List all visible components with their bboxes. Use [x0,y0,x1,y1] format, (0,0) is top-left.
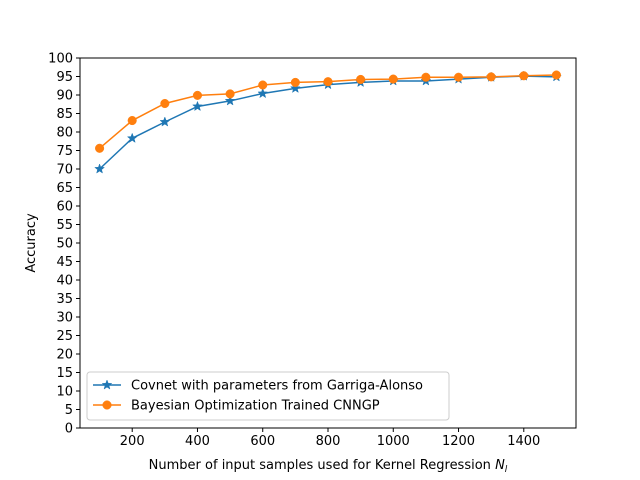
legend-marker [102,400,112,410]
y-axis-label: Accuracy [24,213,39,273]
y-tick-label: 70 [56,163,73,178]
data-point [225,89,235,99]
y-tick-label: 10 [56,385,73,400]
legend-entry: Bayesian Optimization Trained CNNGP [93,399,380,414]
data-point [486,72,496,82]
y-tick-label: 40 [56,274,73,289]
data-point [127,115,137,126]
y-tick-label: 45 [56,255,73,270]
data-point [388,74,398,84]
data-point [421,72,431,82]
y-tick-label: 80 [56,126,73,141]
legend-label: Bayesian Optimization Trained CNNGP [131,399,380,414]
x-axis-ticks: 200 400 600 800 1000 1200 1400 [120,428,540,449]
data-point [192,100,203,112]
x-tick-label: 800 [316,434,341,449]
y-tick-label: 35 [56,292,73,307]
x-axis-label: Number of input samples used for Kernel … [149,458,508,475]
legend-label: Covnet with parameters from Garriga-Alon… [131,379,423,394]
x-tick-label: 200 [120,434,145,449]
data-point [323,77,333,87]
data-point [356,74,366,85]
data-point [453,72,464,82]
data-point [192,90,203,100]
y-tick-label: 0 [65,422,73,437]
series-1 [95,70,561,153]
data-point [289,82,301,93]
data-point [290,77,300,87]
data-point [519,71,529,81]
x-tick-label: 1000 [377,434,410,449]
y-axis-ticks: 0 5 10 15 20 25 30 35 40 45 50 55 60 65 70 75 80 85 90 95 10… [48,52,80,437]
y-tick-label: 20 [56,348,73,363]
data-point [160,98,170,109]
legend: Covnet with parameters from Garriga-Alon… [86,371,450,421]
x-tick-label: 400 [185,434,210,449]
y-tick-label: 95 [56,70,73,85]
x-tick-label: 1400 [507,434,540,449]
legend-entries: Covnet with parameters from Garriga-Alon… [93,379,423,414]
data-point [258,80,268,90]
series-layer [94,70,562,174]
legend-frame [86,371,450,421]
legend-entry: Covnet with parameters from Garriga-Alon… [93,379,423,394]
y-tick-label: 50 [56,237,73,252]
x-axis-label-symbol: N [495,458,505,473]
data-point [159,116,171,127]
y-tick-label: 15 [56,366,73,381]
data-point [551,70,561,80]
data-point [224,95,236,106]
series-0 [94,70,562,174]
data-point [257,87,269,99]
y-tick-label: 90 [56,89,73,104]
y-tick-label: 100 [48,52,73,67]
series-line [99,75,557,170]
y-tick-label: 60 [56,200,73,215]
x-axis-label-text: Number of input samples used for Kernel … [149,458,491,473]
x-axis-label-subscript: l [505,465,508,475]
y-tick-label: 55 [56,218,73,233]
legend-marker [101,379,113,390]
data-point [94,163,106,174]
y-tick-label: 25 [56,329,73,344]
data-point [126,132,138,143]
y-tick-label: 65 [56,181,73,196]
x-tick-label: 1200 [442,434,475,449]
x-tick-label: 600 [250,434,275,449]
y-tick-label: 85 [56,107,73,122]
y-tick-label: 75 [56,144,73,159]
y-tick-label: 5 [65,403,73,418]
data-point [95,143,105,153]
y-tick-label: 30 [56,311,73,326]
